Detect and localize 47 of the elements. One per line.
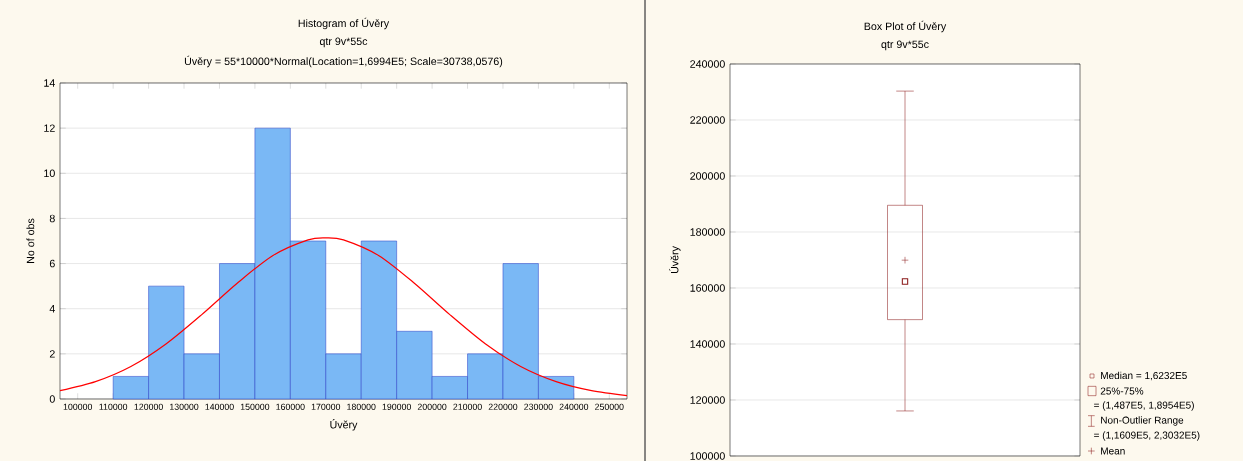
- x-tick-label: 160000: [276, 403, 305, 410]
- y-tick-label: 2: [49, 350, 55, 358]
- x-tick-label: 130000: [170, 403, 199, 410]
- y-tick-label: 220000: [690, 116, 725, 124]
- x-tick-label: 250000: [595, 403, 624, 410]
- chart-title: Histogram of Úvěry: [298, 17, 390, 30]
- x-tick-label: 240000: [559, 403, 589, 410]
- x-tick-label: 210000: [453, 403, 482, 410]
- x-tick-label: 220000: [488, 403, 518, 410]
- text: Median = 1,6232E5: [1101, 371, 1187, 381]
- text: 25%-75%: [1100, 387, 1144, 395]
- y-tick-label: 180000: [690, 228, 725, 236]
- y-tick-label: 4: [49, 305, 55, 313]
- y-tick-label: 6: [49, 259, 55, 268]
- y-tick-label: 12: [44, 124, 55, 132]
- x-tick-label: 170000: [311, 403, 341, 410]
- y-tick-label: 200000: [690, 172, 725, 180]
- y-axis-title: No of obs: [26, 218, 35, 263]
- x-tick-label: 200000: [417, 403, 447, 410]
- y-tick-label: 240000: [690, 60, 725, 68]
- y-tick-label: 100000: [690, 452, 725, 460]
- line-series: [59, 237, 628, 397]
- x-tick-label: 150000: [240, 403, 270, 410]
- chart-subtitle: qtr 9v*55c: [881, 40, 929, 51]
- x-tick-label: 100000: [63, 403, 93, 410]
- x-tick-label: 120000: [134, 403, 163, 410]
- y-tick-label: 0: [49, 395, 55, 403]
- text: = (1,1609E5, 2,3032E5): [1094, 431, 1200, 441]
- y-tick-label: 14: [44, 79, 55, 87]
- y-tick-label: 10: [44, 169, 55, 178]
- y-axis-title: Úvěry: [669, 246, 681, 274]
- text: = (1,487E5, 1,8954E5): [1094, 401, 1194, 411]
- x-tick-label: 140000: [205, 403, 234, 410]
- y-tick-label: 120000: [690, 396, 725, 404]
- y-tick-label: 160000: [690, 284, 725, 292]
- x-tick-label: 180000: [347, 403, 376, 410]
- text: Mean: [1101, 447, 1125, 455]
- y-tick-label: 140000: [690, 340, 725, 348]
- x-tick-label: 230000: [524, 403, 553, 410]
- chart-subtitle: qtr 9v*55c: [319, 37, 368, 48]
- text: Úvěry = 55*10000*Normal(Location=1,6994E5; Scale=30738,0576): [184, 55, 503, 68]
- x-axis-title: Úvěry: [330, 419, 358, 431]
- x-tick-label: 190000: [382, 403, 411, 410]
- x-tick-label: 110000: [99, 403, 128, 410]
- text: Non-Outlier Range: [1101, 416, 1184, 426]
- y-tick-label: 8: [49, 214, 55, 223]
- chart-title: Box Plot of Úvěry: [864, 20, 947, 33]
